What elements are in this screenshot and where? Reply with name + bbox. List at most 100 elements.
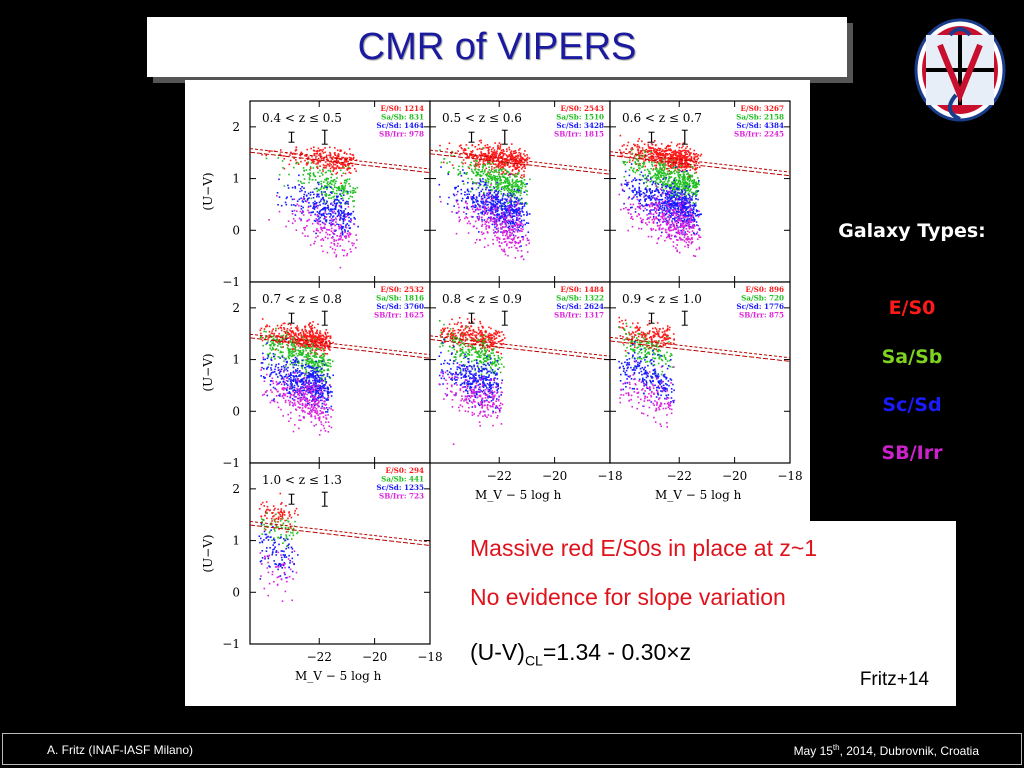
data-point (642, 192, 645, 194)
data-point (511, 162, 514, 165)
data-point (463, 148, 466, 150)
data-point (335, 229, 337, 232)
data-point (319, 204, 321, 206)
data-point (497, 230, 500, 233)
data-point (692, 210, 695, 213)
data-point (657, 172, 659, 174)
data-point (506, 212, 508, 214)
data-point (503, 248, 505, 251)
data-point (488, 192, 491, 195)
data-point (678, 177, 681, 180)
data-point (306, 332, 309, 334)
data-point (346, 191, 348, 193)
data-point (271, 330, 273, 332)
data-point (352, 210, 355, 213)
data-point (519, 212, 521, 215)
data-point (681, 211, 683, 214)
data-point (632, 185, 634, 188)
data-point (695, 202, 697, 204)
data-point (308, 181, 310, 184)
data-point (324, 219, 327, 222)
data-point (521, 226, 524, 228)
data-point (336, 177, 338, 179)
data-point (520, 250, 523, 252)
data-point (487, 232, 489, 234)
data-point (324, 333, 327, 336)
data-point (682, 203, 684, 206)
data-point (654, 180, 657, 182)
data-point (320, 180, 323, 183)
data-point (687, 150, 690, 152)
data-point (333, 163, 335, 166)
data-point (630, 206, 632, 209)
data-point (526, 251, 529, 253)
data-point (314, 351, 316, 353)
data-point (678, 151, 680, 154)
data-point (325, 195, 327, 197)
data-point (657, 155, 659, 158)
data-point (516, 180, 519, 183)
data-point (650, 180, 653, 182)
data-point (664, 176, 666, 179)
data-point (629, 156, 632, 158)
data-point (682, 197, 685, 199)
data-point (347, 212, 349, 214)
data-point (311, 334, 314, 337)
data-point (323, 336, 325, 338)
data-point (354, 247, 357, 249)
data-point (339, 226, 341, 228)
data-point (515, 168, 518, 170)
data-point (470, 197, 473, 200)
data-point (656, 198, 659, 201)
data-point (504, 176, 506, 179)
data-point (346, 168, 349, 171)
data-point (331, 236, 334, 239)
data-point (504, 159, 506, 161)
data-point (497, 163, 500, 165)
data-point (516, 216, 518, 219)
data-point (638, 206, 641, 209)
data-point (660, 154, 663, 156)
data-point (306, 195, 308, 197)
data-point (663, 207, 666, 209)
data-point (681, 229, 684, 231)
data-point (483, 171, 486, 173)
data-point (497, 207, 500, 209)
data-point (695, 153, 698, 155)
data-point (313, 160, 315, 162)
data-point (310, 343, 313, 345)
data-point (511, 239, 514, 242)
data-point (520, 160, 523, 163)
data-point (649, 172, 652, 175)
data-point (467, 147, 470, 149)
data-point (503, 187, 505, 190)
data-point (684, 164, 687, 167)
data-point (685, 208, 687, 210)
data-point (693, 161, 695, 164)
data-point (682, 226, 685, 228)
data-point (513, 150, 515, 153)
data-point (501, 226, 504, 228)
data-point (502, 234, 504, 237)
data-point (342, 226, 344, 228)
data-point (485, 200, 488, 202)
data-point (280, 324, 283, 327)
data-point (674, 190, 677, 193)
data-point (272, 328, 274, 330)
data-point (503, 203, 506, 206)
data-point (309, 175, 312, 177)
data-point (488, 169, 491, 171)
data-point (332, 156, 334, 158)
data-point (671, 203, 674, 205)
data-point (505, 199, 507, 201)
data-point (500, 156, 502, 158)
data-point (317, 181, 319, 184)
data-point (689, 209, 692, 211)
data-point (636, 196, 638, 198)
data-point (502, 176, 505, 178)
data-point (301, 182, 303, 185)
data-point (511, 170, 514, 172)
data-point (508, 166, 510, 168)
data-point (663, 174, 665, 177)
data-point (330, 224, 332, 226)
